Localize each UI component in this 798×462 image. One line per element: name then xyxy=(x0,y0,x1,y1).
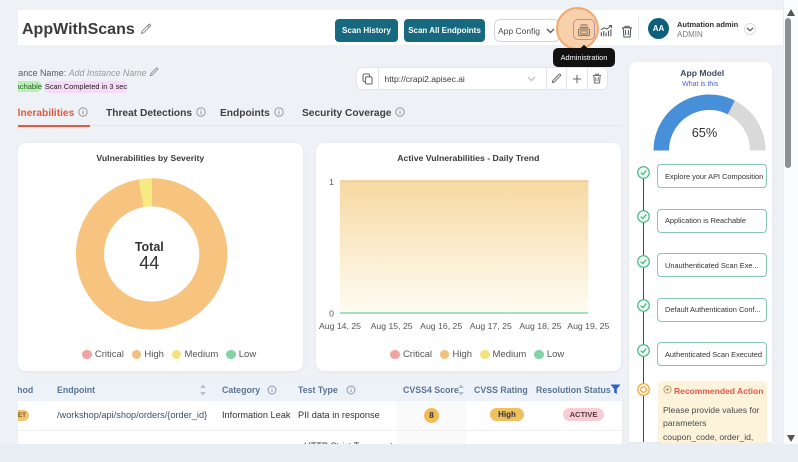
svg-text:1: 1 xyxy=(329,177,334,187)
svg-text:Aug 15, 25: Aug 15, 25 xyxy=(371,321,413,331)
svg-text:Aug 17, 25: Aug 17, 25 xyxy=(470,321,512,331)
svg-text:Aug 18, 25: Aug 18, 25 xyxy=(519,321,561,331)
svg-text:Aug 14, 25: Aug 14, 25 xyxy=(319,321,361,331)
svg-text:Aug 19, 25: Aug 19, 25 xyxy=(567,321,609,331)
svg-text:Aug 16, 25: Aug 16, 25 xyxy=(420,321,462,331)
svg-text:0: 0 xyxy=(329,309,334,319)
